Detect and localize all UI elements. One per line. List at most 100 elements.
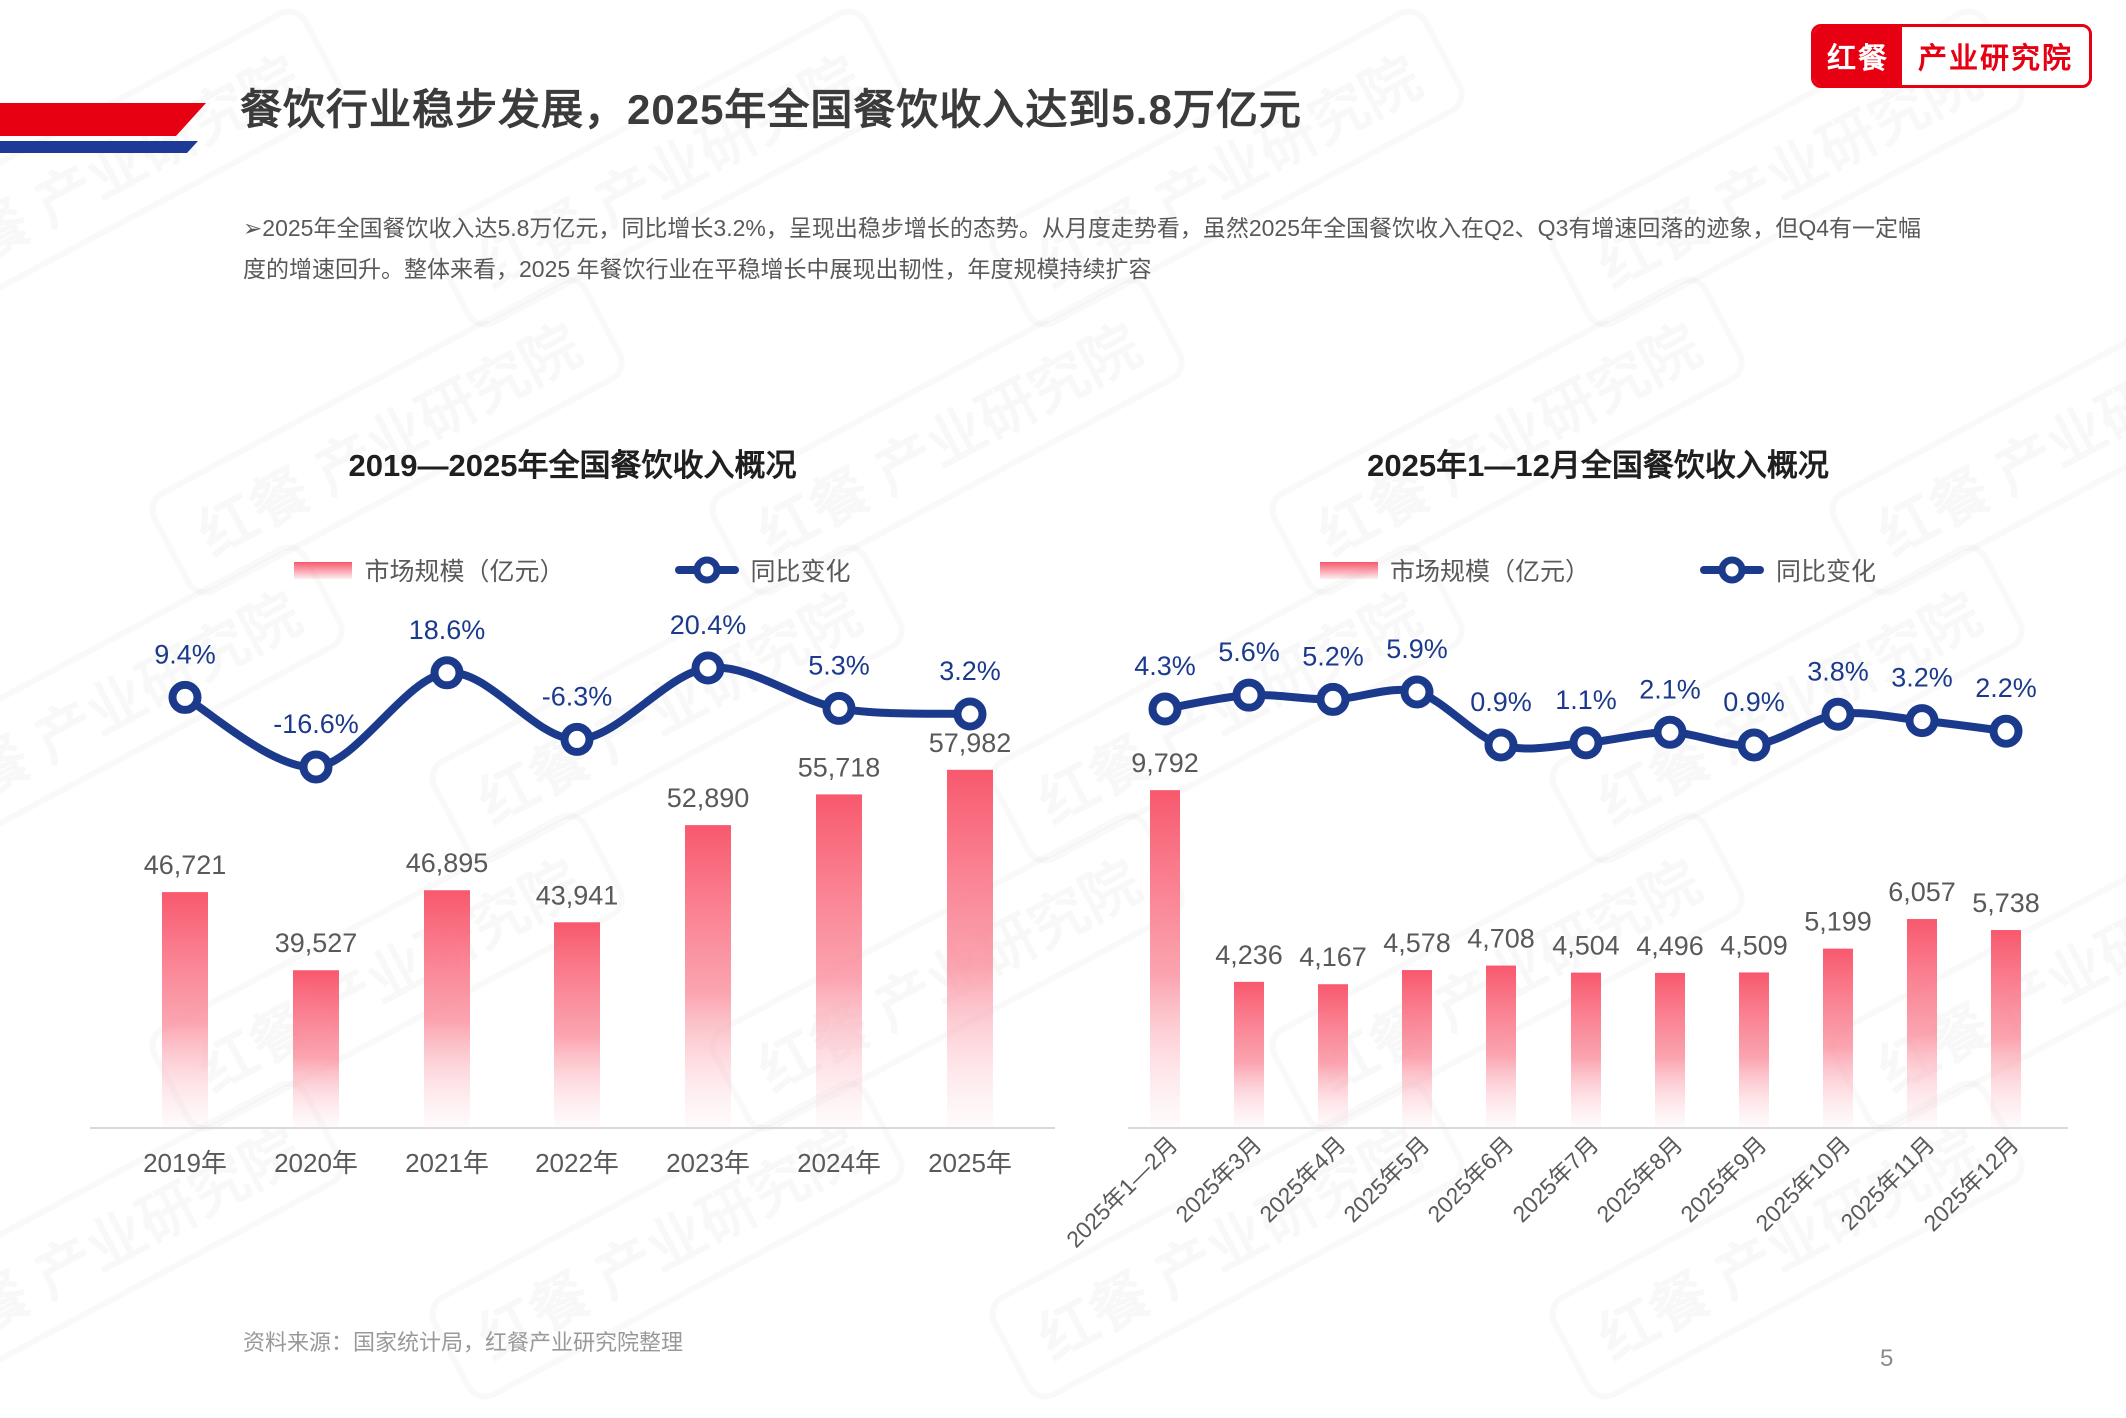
line-marker [822, 691, 856, 725]
line-value-label: 1.1% [1555, 685, 1617, 715]
line-value-label: 0.9% [1723, 687, 1785, 717]
line-marker [1653, 715, 1687, 749]
line-marker [1316, 682, 1350, 716]
chart-panel-left: 2019—2025年全国餐饮收入概况 市场规模（亿元） 同比变化 46,721 3… [90, 440, 1055, 1220]
x-axis-label: 2025年8月 [1591, 1131, 1687, 1227]
page-title: 餐饮行业稳步发展，2025年全国餐饮收入达到5.8万亿元 [240, 86, 1302, 133]
line-marker [1821, 697, 1855, 731]
legend-item-bar: 市场规模（亿元） [1319, 552, 1590, 588]
bar [685, 825, 731, 1128]
page-number: 5 [1880, 1345, 1894, 1372]
bar [1991, 930, 2021, 1128]
line-value-label: 3.8% [1807, 656, 1869, 686]
chart-legend-right: 市场规模（亿元） 同比变化 [1128, 552, 2068, 588]
decoration-red-shape [0, 103, 206, 136]
bar-value-label: 4,578 [1383, 928, 1451, 958]
bar [947, 769, 993, 1128]
legend-label-line: 同比变化 [750, 558, 851, 586]
line-series-marker-icon [674, 566, 739, 574]
chart-svg-right: 9,792 4,236 4,167 4,578 4,708 4,504 4,496 4,509… [1061, 634, 2068, 1253]
bar [1402, 970, 1432, 1128]
bar [554, 922, 600, 1128]
bar [1486, 965, 1516, 1128]
x-axis-label: 2025年 [928, 1148, 1012, 1178]
line-marker [1148, 692, 1182, 726]
legend-item-line: 同比变化 [1700, 552, 1876, 588]
bar-value-label: 4,236 [1215, 940, 1283, 970]
line-marker [1737, 728, 1771, 762]
legend-label-bar: 市场规模（亿元） [1389, 558, 1590, 586]
x-axis-label: 2023年 [666, 1148, 750, 1178]
logo-mark: 红餐 [1813, 27, 1902, 85]
bar-value-label: 55,718 [798, 752, 881, 782]
line-value-label: 20.4% [670, 610, 747, 640]
bar [424, 890, 470, 1128]
line-value-label: -6.3% [542, 681, 613, 711]
line-marker [1484, 728, 1518, 762]
line-value-label: 9.4% [154, 639, 216, 669]
line-value-label: 5.2% [1302, 641, 1364, 671]
summary-paragraph: ➢2025年全国餐饮收入达5.8万亿元，同比增长3.2%，呈现出稳步增长的态势。… [243, 215, 1922, 283]
bar [1907, 919, 1937, 1128]
bar-value-label: 4,708 [1467, 924, 1535, 954]
line-value-label: 2.1% [1639, 674, 1701, 704]
bar [1234, 981, 1264, 1128]
line-marker [953, 697, 987, 731]
x-axis-label: 2022年 [535, 1148, 619, 1178]
x-axis-label: 2021年 [405, 1148, 489, 1178]
bar-series-swatch-icon [1319, 561, 1378, 579]
bar [162, 892, 208, 1128]
line-value-label: 5.6% [1218, 637, 1280, 667]
bar [1739, 972, 1769, 1128]
line-marker [560, 722, 594, 756]
bar-value-label: 4,504 [1552, 931, 1620, 961]
brand-logo: 红餐 产业研究院 [1810, 24, 2092, 88]
chart-legend-left: 市场规模（亿元） 同比变化 [90, 552, 1055, 588]
line-marker [1989, 714, 2023, 748]
bar-series-swatch-icon [294, 561, 353, 579]
line-value-label: 5.9% [1386, 634, 1448, 664]
bar-value-label: 5,199 [1804, 907, 1872, 937]
line-value-label: 5.3% [808, 650, 870, 680]
bar-value-label: 5,738 [1972, 888, 2040, 918]
x-axis-label: 2019年 [143, 1148, 227, 1178]
bar [1571, 972, 1601, 1128]
line-value-label: 0.9% [1470, 687, 1532, 717]
line-value-label: 3.2% [939, 656, 1001, 686]
legend-item-line: 同比变化 [674, 552, 851, 588]
line-marker [430, 656, 464, 690]
line-value-label: 3.2% [1891, 663, 1953, 693]
bar [1318, 984, 1348, 1128]
chart-svg-left: 46,721 39,527 46,895 43,941 52,890 55,718 57,9… [90, 610, 1055, 1178]
line-value-label: 4.3% [1134, 651, 1196, 681]
data-source-note: 资料来源：国家统计局，红餐产业研究院整理 [243, 1330, 684, 1355]
bar-value-label: 39,527 [275, 928, 358, 958]
bar [816, 794, 862, 1128]
x-axis-label: 2025年3月 [1170, 1131, 1266, 1227]
line-value-label: -16.6% [273, 709, 359, 739]
bar-value-label: 46,895 [406, 848, 489, 878]
bar [1150, 790, 1180, 1128]
line-value-label: 18.6% [409, 615, 486, 645]
bar-value-label: 9,792 [1131, 748, 1199, 778]
line-marker [299, 750, 333, 784]
bar-value-label: 46,721 [144, 850, 227, 880]
bar-value-label: 4,509 [1720, 930, 1788, 960]
chart-panel-right: 2025年1—12月全国餐饮收入概况 市场规模（亿元） 同比变化 9,792 4,… [1061, 440, 2068, 1253]
line-marker [1232, 678, 1266, 712]
line-marker [691, 651, 725, 685]
decoration-blue-shape [0, 141, 198, 153]
line-marker [168, 680, 202, 714]
line-marker [1569, 726, 1603, 760]
x-axis-label: 2024年 [797, 1148, 881, 1178]
chart-title-left: 2019—2025年全国餐饮收入概况 [348, 448, 797, 483]
bar-value-label: 4,496 [1636, 931, 1704, 961]
chart-title-right: 2025年1—12月全国餐饮收入概况 [1367, 448, 1829, 483]
title-decoration [0, 103, 206, 153]
x-axis-label: 2025年4月 [1254, 1131, 1350, 1227]
x-axis-label: 2025年1—2月 [1061, 1131, 1182, 1252]
logo-text: 产业研究院 [1917, 43, 2073, 75]
bar-value-label: 57,982 [929, 728, 1012, 758]
line-value-label: 2.2% [1975, 673, 2037, 703]
line-marker [1400, 675, 1434, 709]
